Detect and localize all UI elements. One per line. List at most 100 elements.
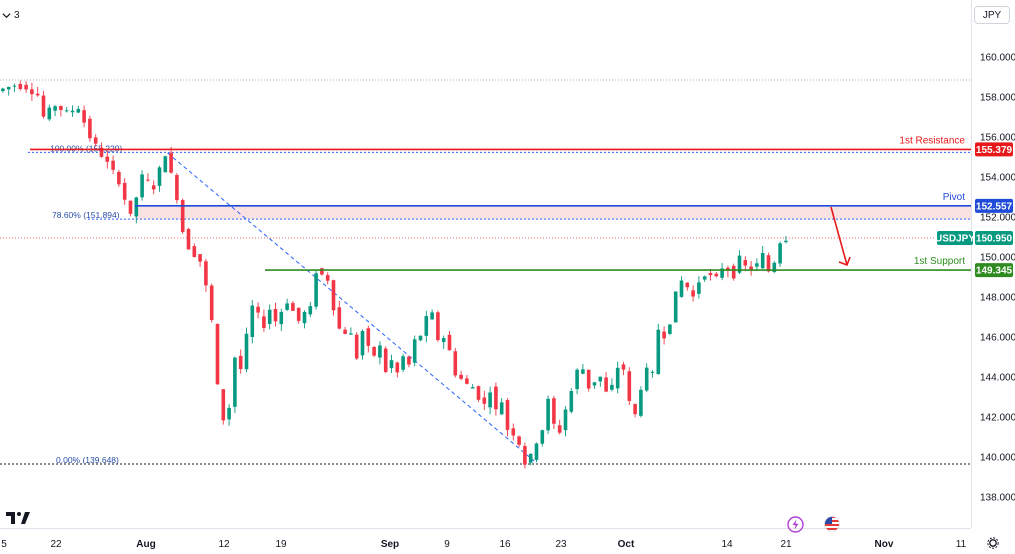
candle-body [59,106,63,111]
candle-body [784,240,788,243]
candle-body [424,316,429,336]
candle-body [30,89,34,95]
y-tick-label: 156.000 [980,133,1015,144]
x-tick-label: 23 [555,539,567,550]
candle-body [569,391,574,412]
candle-body [389,360,394,369]
candle-body [697,282,701,294]
tradingview-logo-icon[interactable] [6,510,30,526]
currency-button[interactable]: JPY [974,6,1010,24]
settings-icon[interactable] [987,537,999,549]
x-tick-label: 21 [780,539,792,550]
candle-body [650,371,655,373]
fibonacci-retracement[interactable]: 100.00% (155.229) 78.60% (151.894) 0.00% (… [0,79,971,465]
candle-body [331,280,336,311]
candle-body [383,348,388,373]
us-flag-icon[interactable] [824,516,840,532]
candle-body [314,273,318,307]
interval-badge[interactable]: 3 [2,9,20,21]
candle-body [401,356,405,370]
candle-body [418,335,423,341]
candle-body [6,86,11,90]
price-axis[interactable]: 160.000 158.000 156.000 154.000 152.000 150.0… [980,53,1015,504]
candle-body [517,436,521,445]
candle-body [644,367,649,391]
candle-body [198,254,202,262]
candle-body [354,334,359,359]
candle-body [639,389,643,416]
candle-body [93,137,98,144]
fib-level-label: 0.00% (139.648) [56,455,119,465]
x-tick-label: 12 [218,539,230,550]
candle-body [320,268,324,275]
x-tick-label: 5 [1,539,7,550]
candle-body [360,331,365,356]
candle-body [273,308,278,322]
candle-body [204,261,208,286]
candle-body [627,371,632,401]
price-tag: 149.345 [975,263,1013,278]
price-tag-value: 149.345 [976,266,1013,277]
levels[interactable]: 1st Resistance Pivot 1st Support [30,135,971,271]
candle-body [581,369,585,374]
candle-body [540,430,545,444]
candle-body [146,179,150,181]
candlestick-series [1,80,788,469]
y-tick-label: 158.000 [980,93,1015,104]
forecast-arrow-shaft[interactable] [830,206,848,266]
level-label: 1st Resistance [899,135,965,146]
fib-level-label: 100.00% (155.229) [50,143,122,153]
candle-body [47,107,52,120]
candle-body [737,255,742,273]
candle-body [296,307,301,321]
forecast-arrow-head[interactable] [838,256,851,267]
price-tag-value: 152.557 [976,201,1013,212]
time-axis[interactable]: 5 22 Aug 12 19 Sep 9 16 23 Oct 14 21 Nov 11 [1,539,966,550]
candle-body [499,402,504,415]
candle-body [140,174,144,198]
trendline[interactable] [167,152,535,462]
candle-body [731,265,736,279]
candle-body [494,386,498,410]
candle-body [256,306,260,313]
price-tag-bg [975,142,1013,157]
x-tick-label: Sep [381,539,399,550]
forecast-arrow[interactable] [830,206,851,267]
candle-body [523,446,527,465]
candle-body [534,443,539,460]
y-tick-label: 146.000 [980,333,1015,344]
candle-body [441,338,446,343]
candle-body [604,377,608,392]
candle-body [430,312,434,320]
y-tick-label: 144.000 [980,373,1015,384]
candle-body [546,398,550,431]
price-tag: 152.557 [975,198,1013,213]
candle-body [337,307,342,329]
candle-body [615,367,620,389]
last-price-symbol: USDJPY [935,234,975,245]
candle-body [760,252,765,269]
last-price-value: 150.950 [976,234,1013,245]
lightning-icon[interactable] [787,516,804,533]
y-tick-label: 148.000 [980,293,1015,304]
candle-body [436,312,440,341]
descending-trendline[interactable] [167,152,535,462]
candle-body [691,290,695,297]
x-tick-label: Oct [618,539,635,550]
x-tick-label: 22 [50,539,62,550]
candle-body [453,351,458,376]
candle-body [714,273,719,277]
candle-body [685,282,690,288]
price-tag-value: 155.379 [976,145,1013,156]
candle-body [743,260,748,266]
candle-body [778,243,782,264]
candle-body [726,267,730,271]
y-tick-label: 152.000 [980,213,1015,224]
candle-body [505,400,510,430]
candle-body [302,311,307,324]
candle-body [511,428,516,436]
level-label: 1st Support [914,256,965,267]
candle-body [586,369,591,389]
